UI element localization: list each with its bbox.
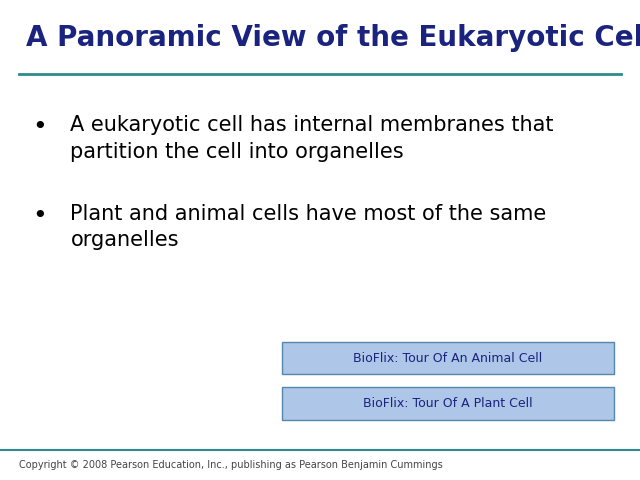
Text: Plant and animal cells have most of the same
organelles: Plant and animal cells have most of the …	[70, 204, 547, 251]
Text: BioFlix: Tour Of An Animal Cell: BioFlix: Tour Of An Animal Cell	[353, 351, 543, 365]
Text: Copyright © 2008 Pearson Education, Inc., publishing as Pearson Benjamin Cumming: Copyright © 2008 Pearson Education, Inc.…	[19, 460, 443, 470]
Text: A Panoramic View of the Eukaryotic Cell: A Panoramic View of the Eukaryotic Cell	[26, 24, 640, 52]
Text: A eukaryotic cell has internal membranes that
partition the cell into organelles: A eukaryotic cell has internal membranes…	[70, 115, 554, 162]
Text: •: •	[32, 115, 47, 139]
FancyBboxPatch shape	[282, 387, 614, 420]
Text: •: •	[32, 204, 47, 228]
FancyBboxPatch shape	[282, 342, 614, 374]
Text: BioFlix: Tour Of A Plant Cell: BioFlix: Tour Of A Plant Cell	[363, 397, 533, 410]
